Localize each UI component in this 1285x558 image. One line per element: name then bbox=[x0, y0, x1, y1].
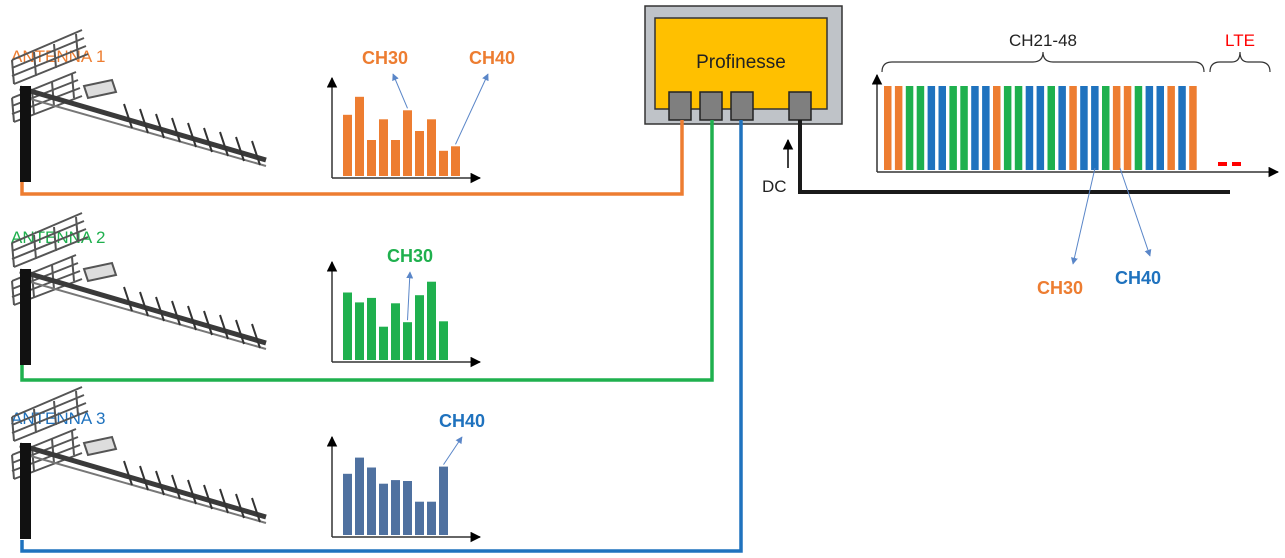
channel-bar bbox=[355, 302, 364, 360]
spectrum-channel-bar bbox=[1134, 86, 1143, 170]
spectrum-channel-bar bbox=[1145, 86, 1154, 170]
callout-ch30: CH30 bbox=[1037, 278, 1083, 298]
spectrum-channel-bar bbox=[1003, 86, 1012, 170]
channel-bar bbox=[427, 281, 436, 360]
lte-label: LTE bbox=[1225, 31, 1255, 50]
spectrum-channel-bar bbox=[949, 86, 957, 170]
dc-indicator: DC bbox=[762, 138, 794, 196]
spectrum-channel-bar bbox=[971, 86, 979, 170]
spectrum-channel-bar bbox=[1047, 86, 1055, 170]
antenna-3-spectrum: CH40 bbox=[326, 411, 485, 543]
cable-antenna-2 bbox=[20, 120, 714, 382]
antenna-1-group: ANTENNA 1CH30CH40 bbox=[11, 30, 515, 182]
channel-bar bbox=[379, 483, 388, 535]
channel-callout-ch40: CH40 bbox=[439, 411, 485, 431]
spectrum-channel-bar bbox=[1058, 86, 1066, 170]
channel-bar bbox=[439, 466, 448, 535]
channel-bar bbox=[427, 119, 436, 176]
band-label: CH21-48 bbox=[1009, 31, 1077, 50]
antenna-3-group: ANTENNA 3 CH40 bbox=[11, 387, 485, 543]
antenna-icon bbox=[12, 213, 266, 365]
antenna-icon bbox=[12, 30, 266, 182]
profinesse-device: Profinesse bbox=[644, 5, 843, 125]
channel-bar bbox=[379, 326, 388, 360]
channel-bar bbox=[391, 303, 400, 360]
channel-bar bbox=[343, 292, 352, 360]
spectrum-channel-bar bbox=[982, 86, 990, 170]
callout-arrow bbox=[443, 436, 463, 465]
spectrum-channel-bar bbox=[960, 86, 968, 170]
spectrum-channel-bar bbox=[1112, 86, 1121, 170]
channel-bar bbox=[427, 501, 436, 535]
cable-antenna-3 bbox=[20, 120, 743, 553]
cable-output bbox=[798, 120, 1230, 194]
spectrum-channel-bar bbox=[1036, 86, 1045, 170]
antenna-1-spectrum: CH30 CH40 bbox=[326, 48, 515, 184]
channel-bar bbox=[403, 481, 412, 535]
lte-signal-2 bbox=[1232, 162, 1241, 166]
spectrum-channel-bar bbox=[905, 86, 914, 170]
channel-bar bbox=[367, 467, 376, 535]
port-2 bbox=[699, 91, 723, 121]
channel-bar bbox=[391, 140, 400, 176]
spectrum-channel-bar bbox=[1178, 86, 1186, 170]
spectrum-channel-bar bbox=[916, 86, 925, 170]
spectrum-channel-bar bbox=[993, 86, 1001, 170]
spectrum-channel-bar bbox=[1025, 86, 1034, 170]
spectrum-channel-bar bbox=[884, 86, 892, 170]
channel-bar bbox=[403, 322, 412, 360]
port-4 bbox=[788, 91, 812, 121]
lte-brace bbox=[1209, 51, 1271, 73]
spectrum-channel-bar bbox=[1167, 86, 1175, 170]
callout-arrow bbox=[406, 271, 414, 321]
channel-bar bbox=[355, 96, 364, 176]
channel-callout-ch40: CH40 bbox=[469, 48, 515, 68]
channel-bar bbox=[415, 131, 424, 176]
channel-bar bbox=[343, 473, 352, 535]
channel-bar bbox=[343, 114, 352, 176]
channel-bar bbox=[379, 119, 388, 176]
antenna-icon bbox=[12, 387, 266, 539]
callout-arrow-ch30 bbox=[1070, 167, 1096, 265]
port-1 bbox=[668, 91, 692, 121]
antenna-2-spectrum: CH30 bbox=[326, 246, 482, 368]
dc-label: DC bbox=[762, 177, 787, 196]
channel-bar bbox=[415, 295, 424, 360]
channel-bar bbox=[451, 146, 460, 176]
device-ports bbox=[668, 91, 812, 121]
channel-bar bbox=[439, 150, 448, 176]
spectrum-channel-bar bbox=[1069, 86, 1077, 170]
cable-antenna-1 bbox=[20, 120, 684, 196]
channel-callout-ch30: CH30 bbox=[362, 48, 408, 68]
channel-bar bbox=[415, 501, 424, 535]
callout-arrow bbox=[392, 73, 408, 109]
spectrum-channel-bar bbox=[894, 86, 903, 170]
channel-bar bbox=[439, 321, 448, 360]
channel-callout-ch30: CH30 bbox=[387, 246, 433, 266]
channel-bar bbox=[367, 140, 376, 176]
spectrum-channel-bar bbox=[1102, 86, 1110, 170]
spectrum-channel-bar bbox=[1091, 86, 1099, 170]
band-brace bbox=[881, 51, 1205, 73]
spectrum-channel-bar bbox=[938, 86, 946, 170]
device-name: Profinesse bbox=[696, 52, 786, 73]
channel-bar bbox=[367, 297, 376, 360]
spectrum-channel-bar bbox=[1014, 86, 1023, 170]
channel-bar bbox=[403, 110, 412, 176]
callout-arrow bbox=[455, 73, 489, 145]
lte-signal-1 bbox=[1218, 162, 1227, 166]
port-3 bbox=[730, 91, 754, 121]
channel-bar bbox=[355, 457, 364, 535]
spectrum-channel-bar bbox=[1189, 86, 1197, 170]
spectrum-channel-bar bbox=[1080, 86, 1088, 170]
spectrum-channel-bar bbox=[1123, 86, 1132, 170]
spectrum-channel-bar bbox=[927, 86, 936, 170]
callout-arrow-ch40 bbox=[1119, 167, 1152, 257]
callout-ch40: CH40 bbox=[1115, 268, 1161, 288]
spectrum-channel-bar bbox=[1156, 86, 1164, 170]
output-spectrum: CH21-48 LTE CH30 CH40 bbox=[871, 31, 1280, 298]
channel-bar bbox=[391, 480, 400, 535]
